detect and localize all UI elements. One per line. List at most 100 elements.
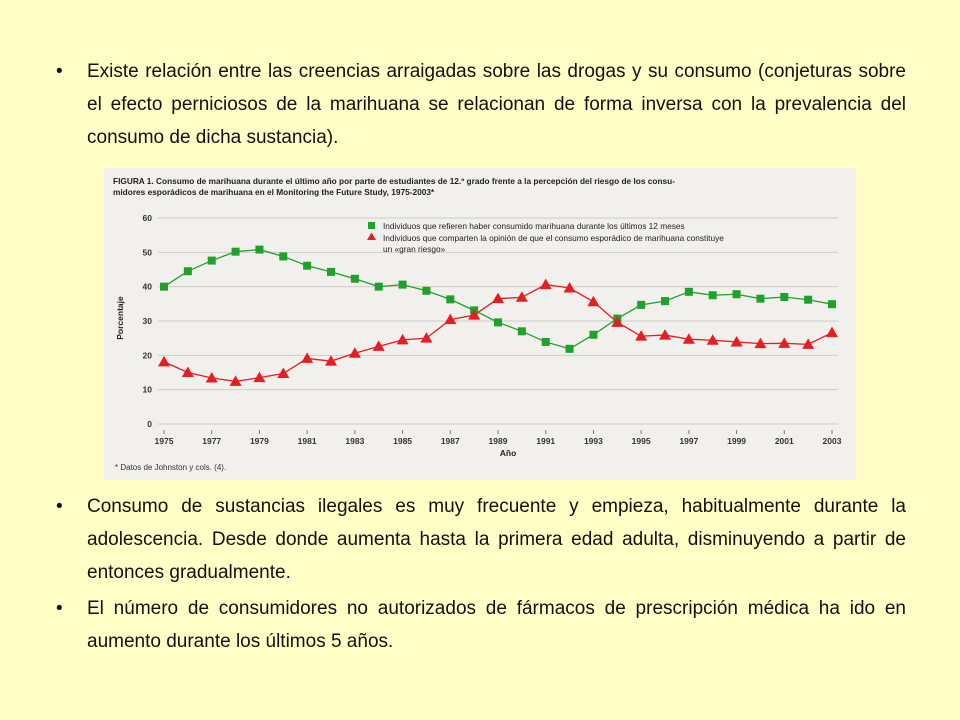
data-point-square [708,291,717,300]
data-point-triangle [253,371,266,383]
chart-grid [158,217,838,425]
x-tick-label: 1991 [536,436,555,446]
x-tick-label: 1985 [393,436,412,446]
data-point-triangle [181,366,194,377]
data-point-square [398,280,407,289]
y-tick-label: 50 [143,247,153,257]
data-point-triangle [325,355,337,366]
data-point-triangle [587,295,600,307]
bullet-1-symbol: • [56,61,63,82]
data-point-triangle [826,326,838,338]
x-tick-label: 1981 [298,436,317,446]
data-point-square [231,247,240,256]
data-point-triangle [468,309,481,320]
data-point-square [350,274,359,283]
y-tick-label: 20 [143,350,153,360]
data-point-square [684,287,693,296]
data-point-square [327,267,335,276]
data-point-triangle [492,292,504,304]
x-axis-label: Año [500,448,517,458]
chart-title-line2: midores esporádicos de marihuana en el M… [113,187,435,197]
data-point-square [279,252,288,261]
x-tick-label: 1997 [679,436,698,446]
legend-series-2b: un «gran riesgo» [383,244,446,254]
data-point-square [446,295,455,304]
bullet-3: • El número de consumidores no autorizad… [56,592,906,658]
x-tick-label: 1993 [584,436,603,446]
data-point-square [422,286,431,295]
data-point-square [780,292,789,301]
legend-square-marker [368,222,375,229]
bullet-1-text: Existe relación entre las creencias arra… [87,61,906,148]
bullet-1: • Existe relación entre las creencias ar… [56,55,906,154]
data-point-triangle [158,355,170,367]
data-point-triangle [563,282,576,293]
x-tick-label: 1995 [632,436,651,446]
bullet-2: • Consumo de sustancias ilegales es muy … [56,490,906,589]
x-tick-label: 1999 [727,436,746,446]
data-point-square [517,327,526,336]
data-point-triangle [444,313,457,325]
data-point-triangle [802,338,815,349]
data-point-square [207,256,216,265]
bullet-3-symbol: • [56,598,63,619]
data-point-square [756,294,765,303]
x-tick-label: 1983 [345,436,364,446]
chart-legend: Individuos que refieren haber consumido … [367,221,724,254]
data-point-square [494,318,502,327]
data-point-square [589,330,598,339]
data-point-square [565,344,574,353]
data-point-triangle [730,335,743,347]
x-tick-label: 2003 [823,436,842,446]
data-point-square [183,267,192,276]
data-point-square [732,290,741,299]
data-point-triangle [277,367,290,379]
legend-series-1: Individuos que refieren haber consumido … [383,221,685,231]
data-point-triangle [682,333,695,344]
legend-series-2a: Individuos que comparten la opinión de q… [383,233,724,243]
x-tick-label: 1989 [489,436,508,446]
data-point-triangle [348,347,361,358]
data-point-triangle [539,278,552,290]
data-point-square [661,297,669,306]
series-lines [163,248,833,383]
chart-title-line1: FIGURA 1. Consumo de marihuana durante e… [113,176,675,186]
data-point-square [541,337,550,346]
y-tick-label: 30 [143,316,153,326]
x-axis-ticks: 1975 1977 1979 1981 1983 1985 1987 1989 1991 1993… [155,430,842,446]
data-point-triangle [706,334,719,345]
data-point-triangle [659,329,671,340]
data-point-triangle [229,375,242,386]
data-point-square [637,300,646,309]
chart-footnote: * Datos de Johnston y cols. (4). [115,463,226,472]
data-point-square [303,261,312,270]
data-point-triangle [301,352,314,363]
y-tick-label: 40 [143,282,153,292]
series-markers [158,245,838,386]
data-point-square [374,282,383,291]
x-tick-label: 2001 [775,436,794,446]
data-point-triangle [635,330,648,341]
marijuana-chart: FIGURA 1. Consumo de marihuana durante e… [113,176,842,472]
x-tick-label: 1977 [202,436,221,446]
data-point-triangle [372,340,385,351]
y-axis-label: Porcentaje [115,296,125,340]
data-point-triangle [778,337,791,348]
x-tick-label: 1979 [250,436,269,446]
data-point-square [255,245,264,254]
y-tick-label: 60 [143,213,153,223]
data-point-square [160,282,168,291]
y-tick-label: 10 [143,385,153,395]
data-point-triangle [420,332,433,343]
y-tick-label: 0 [147,419,152,429]
x-tick-label: 1987 [441,436,460,446]
bullet-2-symbol: • [56,496,63,517]
data-point-triangle [515,291,528,302]
data-point-triangle [611,316,624,327]
figure-chart: FIGURA 1. Consumo de marihuana durante e… [104,168,856,480]
bullet-3-text: El número de consumidores no autorizados… [87,598,906,652]
y-axis-ticks: 0 10 20 30 40 50 60 [143,213,153,429]
x-tick-label: 1975 [155,436,174,446]
data-point-square [828,300,836,309]
data-point-triangle [754,337,767,349]
